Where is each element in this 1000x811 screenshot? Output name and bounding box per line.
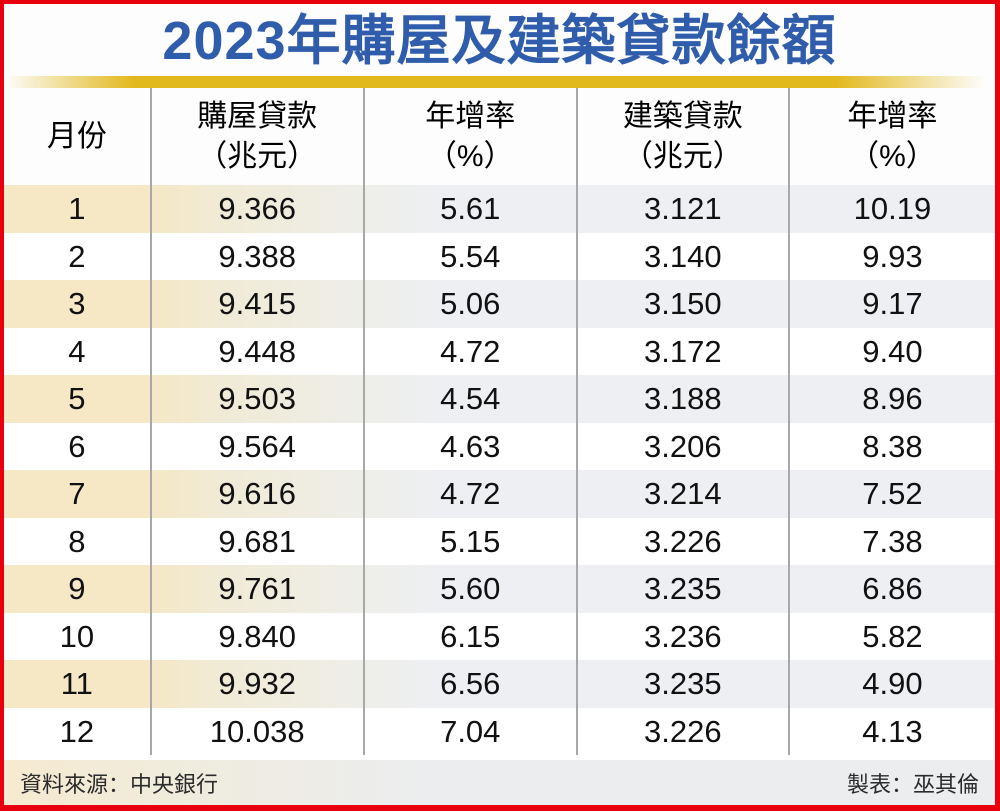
month-cell: 8 (4, 517, 152, 565)
table-row: 5 9.503 4.54 3.188 8.96 (4, 375, 995, 423)
housing-yoy-cell: 4.72 (365, 470, 578, 518)
header-month: 月份 (4, 88, 152, 185)
month-cell: 4 (4, 327, 152, 375)
construction-yoy-cell: 7.52 (862, 476, 923, 511)
header-construction-loan: 建築貸款 （兆元） (578, 88, 790, 185)
month-cell: 12 (4, 707, 152, 755)
footer-gap (4, 755, 995, 760)
construction-yoy-cell: 4.90 (862, 666, 923, 701)
construction-loan-cell: 3.150 (578, 280, 790, 328)
construction-yoy-cell: 10.19 (853, 191, 932, 226)
table-row: 7 9.616 4.72 3.214 7.52 (4, 470, 995, 518)
table-header-row: 月份 購屋貸款 （兆元） 年增率 （%） 建築貸款 （兆元） 年增率 （%） (4, 88, 995, 185)
housing-loan-cell: 9.616 (152, 470, 365, 518)
construction-yoy-cell: 7.38 (862, 523, 923, 559)
housing-loan-cell: 9.932 (152, 660, 365, 708)
header-label: 年增率 (425, 99, 516, 133)
month-cell: 1 (4, 185, 152, 233)
housing-yoy-cell: 5.54 (365, 232, 578, 280)
housing-loan-cell: 10.038 (152, 707, 365, 755)
table-row: 10 9.840 6.15 3.236 5.82 (4, 612, 995, 660)
housing-yoy-cell: 5.60 (365, 565, 578, 613)
month-cell: 2 (4, 232, 152, 280)
housing-yoy-cell: 4.63 (365, 422, 578, 470)
header-unit: （%） (426, 139, 514, 173)
housing-yoy-cell: 4.72 (365, 327, 578, 375)
month-cell: 10 (4, 612, 152, 660)
construction-loan-cell: 3.235 (578, 660, 790, 708)
housing-yoy-cell: 4.54 (365, 375, 578, 423)
construction-loan-cell: 3.121 (578, 185, 790, 233)
construction-yoy-cell: 9.17 (862, 286, 923, 321)
header-label: 年增率 (847, 99, 938, 133)
header-unit: （兆元） (197, 139, 318, 173)
header-label: 建築貸款 (622, 99, 743, 133)
header-label: 購屋貸款 (197, 99, 318, 133)
housing-yoy-cell: 5.61 (365, 185, 578, 233)
housing-loan-cell: 9.681 (152, 517, 365, 565)
footer-bar: 資料來源：中央銀行 製表：巫其倫 (4, 760, 995, 805)
housing-yoy-cell: 6.15 (365, 612, 578, 660)
construction-loan-cell: 3.236 (578, 612, 790, 660)
month-cell: 3 (4, 280, 152, 328)
header-housing-yoy: 年增率 （%） (365, 88, 578, 185)
table-row: 2 9.388 5.54 3.140 9.93 (4, 232, 995, 280)
table-row: 9 9.761 5.60 3.235 6.86 (4, 565, 995, 613)
construction-yoy-cell: 9.40 (862, 333, 923, 369)
table-row: 11 9.932 6.56 3.235 4.90 (4, 660, 995, 708)
housing-loan-cell: 9.503 (152, 375, 365, 423)
data-source-label: 資料來源：中央銀行 (20, 772, 219, 797)
month-cell: 7 (4, 470, 152, 518)
construction-yoy-cell: 5.82 (862, 618, 923, 654)
construction-yoy-cell: 6.86 (862, 571, 923, 606)
table-credit-label: 製表：巫其倫 (846, 772, 979, 797)
table-row: 6 9.564 4.63 3.206 8.38 (4, 422, 995, 470)
header-label: 月份 (46, 119, 107, 153)
housing-loan-cell: 9.448 (152, 327, 365, 375)
header-unit: （兆元） (622, 139, 743, 173)
housing-yoy-cell: 7.04 (365, 707, 578, 755)
housing-loan-cell: 9.564 (152, 422, 365, 470)
gold-divider-bar (4, 76, 995, 88)
month-cell: 9 (4, 565, 152, 613)
header-housing-loan: 購屋貸款 （兆元） (152, 88, 365, 185)
construction-loan-cell: 3.172 (578, 327, 790, 375)
construction-loan-cell: 3.206 (578, 422, 790, 470)
construction-loan-cell: 3.188 (578, 375, 790, 423)
construction-yoy-cell: 9.93 (862, 238, 923, 274)
page-title: 2023年購屋及建築貸款餘額 (162, 11, 837, 71)
construction-loan-cell: 3.214 (578, 470, 790, 518)
housing-loan-cell: 9.388 (152, 232, 365, 280)
month-cell: 6 (4, 422, 152, 470)
month-cell: 5 (4, 375, 152, 423)
construction-yoy-cell: 4.13 (862, 713, 923, 749)
construction-loan-cell: 3.226 (578, 707, 790, 755)
housing-loan-cell: 9.415 (152, 280, 365, 328)
construction-yoy-cell: 8.38 (862, 428, 923, 464)
housing-loan-cell: 9.840 (152, 612, 365, 660)
housing-yoy-cell: 5.06 (365, 280, 578, 328)
housing-yoy-cell: 5.15 (365, 517, 578, 565)
housing-yoy-cell: 6.56 (365, 660, 578, 708)
month-cell: 11 (4, 660, 152, 708)
table-row: 8 9.681 5.15 3.226 7.38 (4, 517, 995, 565)
table-row: 1 9.366 5.61 3.121 10.19 (4, 185, 995, 233)
construction-yoy-cell: 8.96 (862, 381, 923, 416)
construction-loan-cell: 3.140 (578, 232, 790, 280)
construction-loan-cell: 3.226 (578, 517, 790, 565)
header-construction-yoy: 年增率 （%） (790, 88, 995, 185)
table-row: 12 10.038 7.04 3.226 4.13 (4, 707, 995, 755)
table-row: 4 9.448 4.72 3.172 9.40 (4, 327, 995, 375)
housing-loan-cell: 9.366 (152, 185, 365, 233)
header-unit: （%） (849, 139, 936, 173)
construction-loan-cell: 3.235 (578, 565, 790, 613)
loan-table: 月份 購屋貸款 （兆元） 年增率 （%） 建築貸款 （兆元） 年增率 （%） 1… (4, 88, 995, 755)
housing-loan-cell: 9.761 (152, 565, 365, 613)
table-row: 3 9.415 5.06 3.150 9.17 (4, 280, 995, 328)
